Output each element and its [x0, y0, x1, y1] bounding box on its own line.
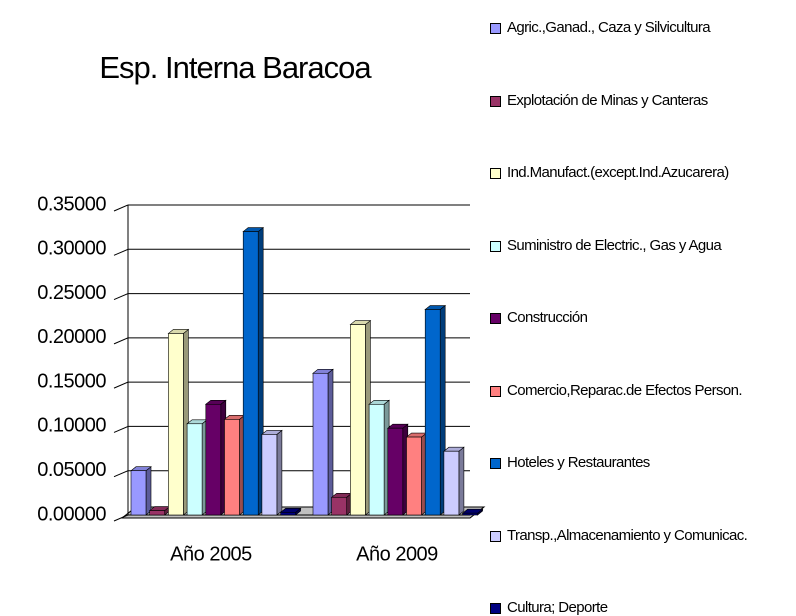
legend-swatch [490, 385, 501, 397]
tick-mark [113, 381, 129, 389]
bar [350, 324, 366, 516]
y-tick-label: 0.35000 [37, 193, 106, 215]
tick-mark [113, 293, 129, 301]
legend-swatch [490, 603, 501, 614]
tick-mark [113, 248, 129, 256]
legend-swatch [490, 23, 501, 34]
legend-item: Construcción [490, 308, 780, 327]
bar [424, 309, 441, 516]
y-tick-label: 0.25000 [37, 282, 106, 304]
bar [261, 434, 278, 516]
legend-label: Cultura; Deporte [507, 599, 608, 616]
legend-item: Transp.,Almacenamiento y Comunicac. [490, 526, 780, 545]
bar-side [327, 368, 334, 516]
legend-swatch [490, 530, 501, 542]
bar [224, 419, 240, 516]
legend-item: Comercio,Reparac.de Efectos Person. [490, 381, 780, 400]
tick-mark [113, 425, 129, 433]
tick-mark [113, 337, 129, 345]
y-tick-label: 0.15000 [37, 370, 106, 392]
legend-swatch [490, 313, 501, 324]
legend-label: Explotación de Minas y Canteras [507, 91, 708, 109]
tick-mark [113, 470, 129, 478]
bar [462, 512, 478, 516]
bar [406, 436, 422, 516]
bar [149, 510, 165, 516]
bar [387, 427, 404, 516]
legend-item: Hoteles y Restaurantes [490, 453, 780, 472]
bar [130, 470, 147, 516]
bar [368, 403, 385, 516]
legend-item: Suministro de Electric., Gas y Agua [490, 236, 780, 255]
legend-label: Comercio,Reparac.de Efectos Person. [507, 381, 743, 399]
legend-swatch [490, 95, 501, 107]
legend-label: Suministro de Electric., Gas y Agua [507, 236, 722, 254]
legend-item: Ind.Manufact.(except.Ind.Azucarera) [490, 163, 780, 182]
legend-item: Agric.,Ganad., Caza y Silvicultura [490, 18, 780, 37]
bar [312, 372, 329, 516]
chart-title: Esp. Interna Baracoa [99, 50, 372, 85]
legend-label: Hoteles y Restaurantes [507, 454, 650, 471]
bar-side [145, 466, 152, 516]
y-tick-label: 0.20000 [37, 326, 106, 348]
bar [168, 333, 184, 516]
y-tick-label: 0.00000 [37, 503, 106, 525]
legend-item: Explotación de Minas y Canteras [490, 91, 780, 110]
x-tick-label: Año 2005 [170, 543, 252, 565]
legend-label: Ind.Manufact.(except.Ind.Azucarera) [507, 164, 729, 181]
bar-side [458, 446, 465, 516]
legend-label: Agric.,Ganad., Caza y Silvicultura [507, 19, 711, 36]
legend-swatch [490, 458, 501, 469]
x-tick-label: Año 2009 [356, 543, 438, 565]
legend-label: Construcción [507, 309, 588, 326]
tick-mark [113, 204, 129, 212]
bar [280, 512, 296, 516]
legend-label: Transp.,Almacenamiento y Comunicac. [507, 526, 748, 544]
bar [205, 403, 222, 516]
bar [186, 423, 203, 516]
bar-side [276, 429, 283, 516]
legend-item: Cultura; Deporte [490, 598, 780, 616]
bar [443, 450, 460, 516]
legend-swatch [490, 168, 501, 179]
bar [242, 231, 259, 516]
legend-swatch [490, 240, 501, 252]
y-tick-label: 0.10000 [37, 415, 106, 437]
y-tick-label: 0.05000 [37, 459, 106, 481]
tick-mark [113, 514, 129, 522]
bar [331, 496, 348, 516]
y-tick-label: 0.30000 [37, 238, 106, 260]
